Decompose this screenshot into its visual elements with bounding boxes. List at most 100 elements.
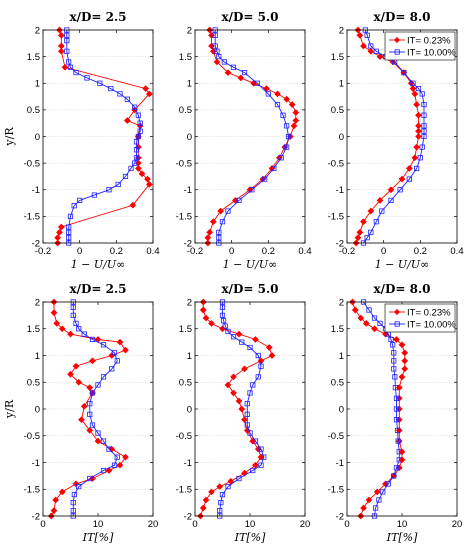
data-point — [230, 334, 237, 340]
data-point — [391, 350, 397, 356]
panel-1: -2 -1.5 -1 -0.5 0 0.5 1 1.5 2 -0.2 0 0.2 0.4 x/D= 2.5… — [3, 10, 160, 271]
data-point — [398, 175, 406, 183]
y-tick-label: 0 — [339, 404, 344, 415]
data-point — [373, 219, 379, 225]
data-point — [202, 314, 210, 322]
data-point — [97, 80, 103, 86]
data-point — [91, 192, 97, 198]
data-point — [351, 306, 359, 314]
y-tick-label: -2 — [32, 238, 40, 249]
data-point — [250, 467, 256, 474]
data-point — [61, 63, 69, 71]
x-tick-label: 0 — [77, 246, 82, 257]
data-point — [247, 390, 253, 396]
y-tick-label: 1.5 — [27, 52, 40, 63]
y-tick-label: -1 — [336, 185, 344, 196]
data-point — [134, 164, 142, 172]
panel-title: x/D= 2.5 — [69, 10, 126, 24]
y-axis-label: y/R — [3, 399, 16, 419]
data-point — [100, 374, 107, 380]
data-point — [292, 117, 300, 124]
y-tick-label: -0.5 — [24, 431, 40, 442]
y-tick-label: 1 — [35, 351, 40, 362]
data-point — [258, 446, 264, 452]
x-tick-label: 0.2 — [262, 246, 275, 257]
x-tick-label: 0.4 — [298, 246, 311, 257]
data-point — [220, 318, 227, 324]
data-point — [225, 208, 231, 214]
data-point — [67, 213, 74, 219]
data-point — [392, 384, 399, 391]
y-tick-label: -1.5 — [328, 212, 344, 223]
data-point — [421, 112, 427, 118]
series-red — [197, 298, 276, 520]
data-point — [100, 438, 107, 444]
data-point — [250, 382, 256, 388]
y-tick-label: 0 — [35, 404, 40, 415]
data-point — [230, 373, 237, 381]
data-point — [379, 208, 385, 214]
data-point — [380, 489, 386, 495]
data-point — [415, 85, 422, 92]
data-point — [391, 473, 397, 479]
x-tick-label: 0 — [40, 519, 45, 530]
data-point — [411, 90, 419, 98]
panel-title: x/D= 2.5 — [69, 282, 126, 296]
data-point — [357, 314, 365, 322]
x-tick-label: 20 — [452, 519, 463, 530]
data-point — [89, 475, 96, 483]
data-point — [208, 319, 215, 327]
data-point — [254, 80, 260, 86]
y-tick-label: 1.5 — [179, 52, 192, 63]
data-point — [219, 219, 226, 225]
y-tick-label: -1.5 — [24, 485, 40, 496]
data-point — [239, 339, 245, 345]
legend: IT= 0.23%IT= 10.00% — [384, 303, 456, 333]
data-point — [214, 48, 220, 54]
x-tick-label: 10 — [397, 519, 408, 530]
data-point — [271, 165, 277, 172]
data-point — [406, 176, 412, 182]
data-point — [241, 416, 248, 424]
data-point — [371, 315, 378, 321]
data-point — [122, 173, 129, 180]
data-point — [368, 43, 374, 49]
data-point — [111, 350, 118, 356]
data-point — [362, 319, 370, 327]
data-point — [218, 500, 224, 506]
data-point — [364, 32, 370, 38]
y-tick-label: 2 — [339, 297, 344, 308]
data-point — [415, 111, 422, 119]
data-point — [398, 448, 406, 456]
data-point — [108, 85, 114, 92]
data-point — [390, 342, 396, 348]
data-point — [58, 488, 66, 496]
x-tick-label: 20 — [148, 519, 159, 530]
data-point — [135, 112, 141, 118]
y-tick-label: 0 — [187, 132, 192, 143]
data-point — [396, 449, 402, 455]
x-axis-label: 1 − U/U∞ — [223, 258, 278, 271]
data-point — [393, 406, 400, 412]
data-point — [216, 235, 222, 241]
data-point — [393, 417, 400, 423]
data-point — [364, 235, 370, 241]
data-point — [114, 454, 120, 460]
data-point — [77, 197, 83, 203]
data-point — [230, 389, 237, 397]
data-point — [87, 411, 93, 417]
data-point — [368, 229, 374, 235]
data-point — [117, 91, 123, 97]
x-tick-label: 20 — [300, 519, 311, 530]
data-point — [138, 170, 146, 178]
data-point — [284, 144, 290, 150]
data-point — [212, 43, 218, 49]
legend-marker — [394, 321, 400, 327]
data-point — [421, 128, 427, 134]
series-red — [54, 26, 153, 247]
data-point — [410, 80, 416, 86]
data-point — [66, 229, 72, 235]
x-axis-label: 1 − U/U∞ — [375, 258, 430, 271]
y-tick-label: -1.5 — [328, 485, 344, 496]
legend: IT= 0.23%IT= 10.00% — [384, 31, 456, 61]
